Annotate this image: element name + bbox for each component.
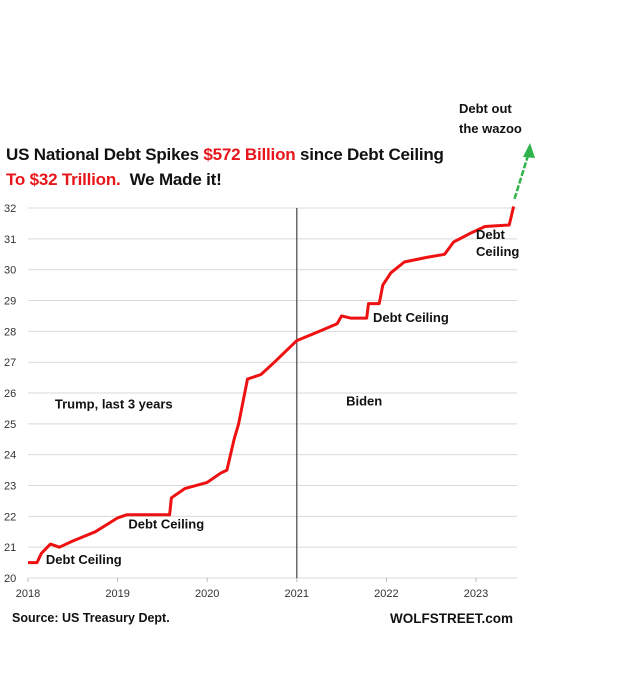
title-text: We Made it! <box>120 170 222 189</box>
x-tick-label: 2023 <box>464 588 488 600</box>
title-text: US National Debt Spikes <box>6 145 204 164</box>
annotation-label: Debt Ceiling <box>373 310 449 325</box>
annotation-label: Debt out <box>459 101 512 116</box>
title-highlight: $572 Billion <box>203 145 296 164</box>
y-tick-label: 25 <box>4 419 16 431</box>
y-tick-label: 27 <box>4 357 16 369</box>
y-tick-label: 28 <box>4 326 16 338</box>
y-tick-label: 32 <box>4 203 16 215</box>
x-tick-label: 2020 <box>195 588 219 600</box>
title-highlight: To $32 Trillion. <box>6 170 121 189</box>
y-tick-label: 30 <box>4 265 16 277</box>
title-text: since Debt Ceiling <box>295 145 444 164</box>
y-tick-label: 29 <box>4 296 16 308</box>
y-tick-label: 24 <box>4 450 16 462</box>
y-tick-label: 23 <box>4 481 16 493</box>
y-tick-label: 21 <box>4 542 16 554</box>
x-tick-label: 2022 <box>374 588 398 600</box>
debt-series-line <box>28 206 516 565</box>
x-tick-label: 2019 <box>105 588 129 600</box>
y-tick-label: 20 <box>4 573 16 585</box>
arrow-head-icon <box>523 143 535 158</box>
x-tick-label: 2021 <box>285 588 309 600</box>
annotation-label: Debt Ceiling <box>128 517 204 532</box>
annotation-label: the wazoo <box>459 121 522 136</box>
y-tick-label: 31 <box>4 234 16 246</box>
chart-title-line-1: US National Debt Spikes $572 Billion sin… <box>6 145 444 165</box>
brand-label: WOLFSTREET.com <box>390 611 514 626</box>
y-tick-label: 22 <box>4 511 16 523</box>
annotation-label: Debt <box>476 227 506 242</box>
source-note: Source: US Treasury Dept. <box>12 611 170 625</box>
chart-title-line-2: To $32 Trillion. We Made it! <box>6 170 222 190</box>
annotation-label: Ceiling <box>476 244 519 259</box>
annotation-label: Trump, last 3 years <box>55 396 173 411</box>
annotation-label: Debt Ceiling <box>46 552 122 567</box>
y-tick-label: 26 <box>4 388 16 400</box>
x-tick-label: 2018 <box>16 588 40 600</box>
annotation-label: Biden <box>346 393 382 408</box>
